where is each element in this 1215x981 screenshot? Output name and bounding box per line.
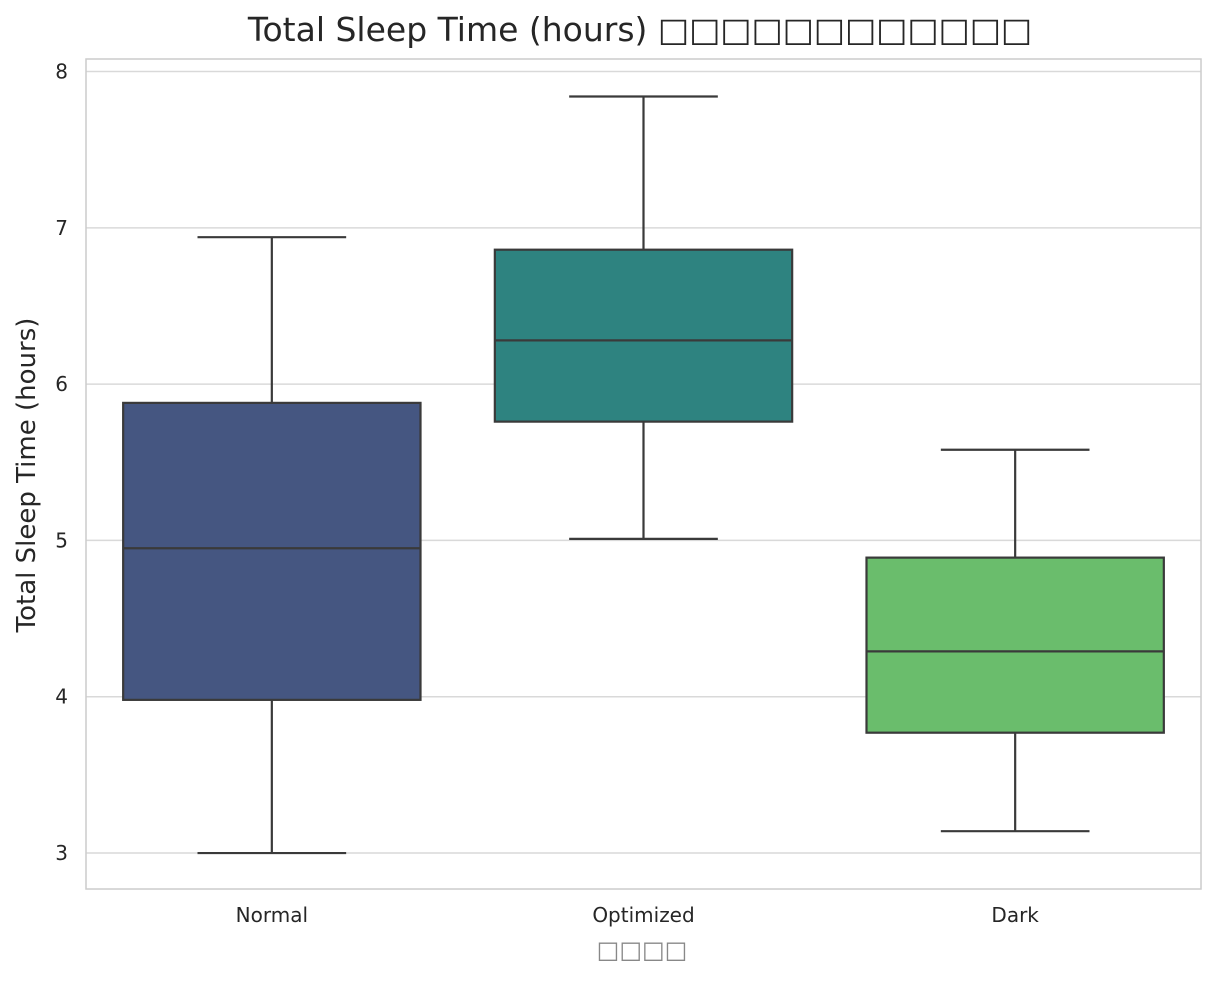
- iqr-box: [122, 401, 422, 701]
- y-tick-label: 6: [55, 372, 68, 396]
- y-tick-label: 5: [55, 528, 68, 552]
- x-axis-ticks: Normal Optimized Dark: [236, 903, 1040, 927]
- y-tick-label: 7: [55, 216, 68, 240]
- iqr-box: [865, 556, 1165, 734]
- y-axis-label: Total Sleep Time (hours): [12, 318, 42, 634]
- iqr-box: [493, 248, 794, 423]
- boxes-layer: [122, 95, 1165, 855]
- box-normal: [122, 236, 422, 855]
- x-tick-label: Dark: [991, 903, 1039, 927]
- x-tick-label: Optimized: [592, 903, 694, 927]
- y-tick-label: 3: [55, 841, 68, 865]
- chart-title: Total Sleep Time (hours) □□□□□□□□□□□□: [247, 10, 1032, 49]
- box-dark: [865, 448, 1165, 833]
- x-tick-label: Normal: [236, 903, 308, 927]
- y-axis-ticks: 3 4 5 6 7 8: [55, 60, 68, 866]
- y-tick-label: 8: [55, 60, 68, 84]
- plot-area-frame: [85, 58, 1202, 890]
- box-optimized: [493, 95, 794, 540]
- y-tick-label: 4: [55, 685, 68, 709]
- x-axis-label: □□□□: [597, 936, 688, 964]
